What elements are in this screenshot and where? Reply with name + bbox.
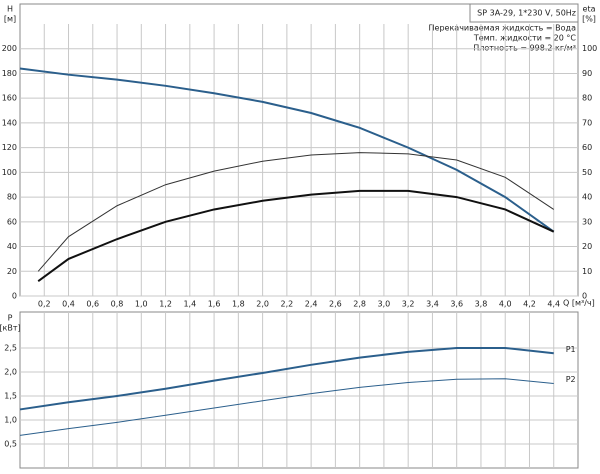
y2-tick-label: 100 xyxy=(582,44,597,53)
x-tick-label: 0,8 xyxy=(111,300,124,309)
x-tick-label: 1,0 xyxy=(135,300,148,309)
y2-tick-label: 80 xyxy=(582,94,592,103)
x-tick-label: 2,0 xyxy=(256,300,269,309)
y-tick-label: 2,5 xyxy=(4,344,17,353)
series-line xyxy=(37,152,555,272)
x-tick-label: 4,0 xyxy=(499,300,512,309)
series-label: P1 xyxy=(566,345,576,354)
y-unit: [кВт] xyxy=(0,324,21,333)
x-tick-label: 1,8 xyxy=(232,300,245,309)
y2-tick-label: 70 xyxy=(582,118,592,127)
x-tick-label: 2,8 xyxy=(353,300,366,309)
y-tick-label: 100 xyxy=(2,168,17,177)
y2-tick-label: 30 xyxy=(582,217,592,226)
y-tick-label: 40 xyxy=(7,242,17,251)
x-tick-label: 2,6 xyxy=(329,300,342,309)
x-tick-label: 3,6 xyxy=(450,300,463,309)
x-tick-label: 0,6 xyxy=(86,300,99,309)
x-tick-label: 1,2 xyxy=(159,300,172,309)
series-line xyxy=(19,67,555,233)
y-label: P xyxy=(8,314,13,323)
y2-tick-label: 20 xyxy=(582,242,592,251)
title-box xyxy=(469,3,579,23)
y-tick-label: 80 xyxy=(7,193,17,202)
annotation: Темп. жидкости = 20 °C xyxy=(473,34,577,43)
annotation: Перекачиваемая жидкость = Вода xyxy=(429,24,577,33)
y2-tick-label: 60 xyxy=(582,143,592,152)
y-unit: [м] xyxy=(4,15,16,24)
x-tick-label: 3,2 xyxy=(402,300,415,309)
x-tick-label: 3,4 xyxy=(426,300,439,309)
x-tick-label: 1,4 xyxy=(183,300,196,309)
y2-label: eta xyxy=(583,5,596,14)
y2-tick-label: 10 xyxy=(582,267,592,276)
y2-tick-label: 50 xyxy=(582,168,592,177)
x-tick-label: 4,2 xyxy=(523,300,536,309)
y-tick-label: 0 xyxy=(12,292,17,301)
y2-tick-label: 40 xyxy=(582,193,592,202)
series-line xyxy=(19,347,554,411)
y-tick-label: 180 xyxy=(2,69,17,78)
x-tick-label: 0,2 xyxy=(38,300,51,309)
x-tick-label: 3,8 xyxy=(475,300,488,309)
x-tick-label: 0,4 xyxy=(62,300,75,309)
x-tick-label: 2,2 xyxy=(281,300,294,309)
series-label: P2 xyxy=(566,375,576,384)
series-line xyxy=(37,189,555,282)
x-tick-label: 2,4 xyxy=(305,300,318,309)
x-tick-label: 1,6 xyxy=(208,300,221,309)
x-tick-label: 3,0 xyxy=(378,300,391,309)
y-tick-label: 140 xyxy=(2,118,17,127)
y2-unit: [%] xyxy=(582,15,596,24)
x-label: Q [м³/ч] xyxy=(563,299,595,308)
y-tick-label: 1,0 xyxy=(4,416,17,425)
y-tick-label: 160 xyxy=(2,94,17,103)
y-tick-label: 200 xyxy=(2,44,17,53)
y-tick-label: 20 xyxy=(7,267,17,276)
chart-title: SP 3A-29, 1*230 V, 50Hz xyxy=(477,9,576,18)
x-tick-label: 4,4 xyxy=(547,300,560,309)
y2-tick-label: 0 xyxy=(582,292,587,301)
annotation: Плотность = 998.2 кг/м³ xyxy=(473,44,576,53)
y-tick-label: 120 xyxy=(2,143,17,152)
y-tick-label: 60 xyxy=(7,217,17,226)
y2-tick-label: 90 xyxy=(582,69,592,78)
bottom-frame xyxy=(19,311,579,469)
y-label: H xyxy=(7,5,13,14)
y-tick-label: 2,0 xyxy=(4,368,17,377)
y-tick-label: 1,5 xyxy=(4,392,17,401)
series-line xyxy=(19,378,554,436)
y-tick-label: 0,5 xyxy=(4,440,17,449)
